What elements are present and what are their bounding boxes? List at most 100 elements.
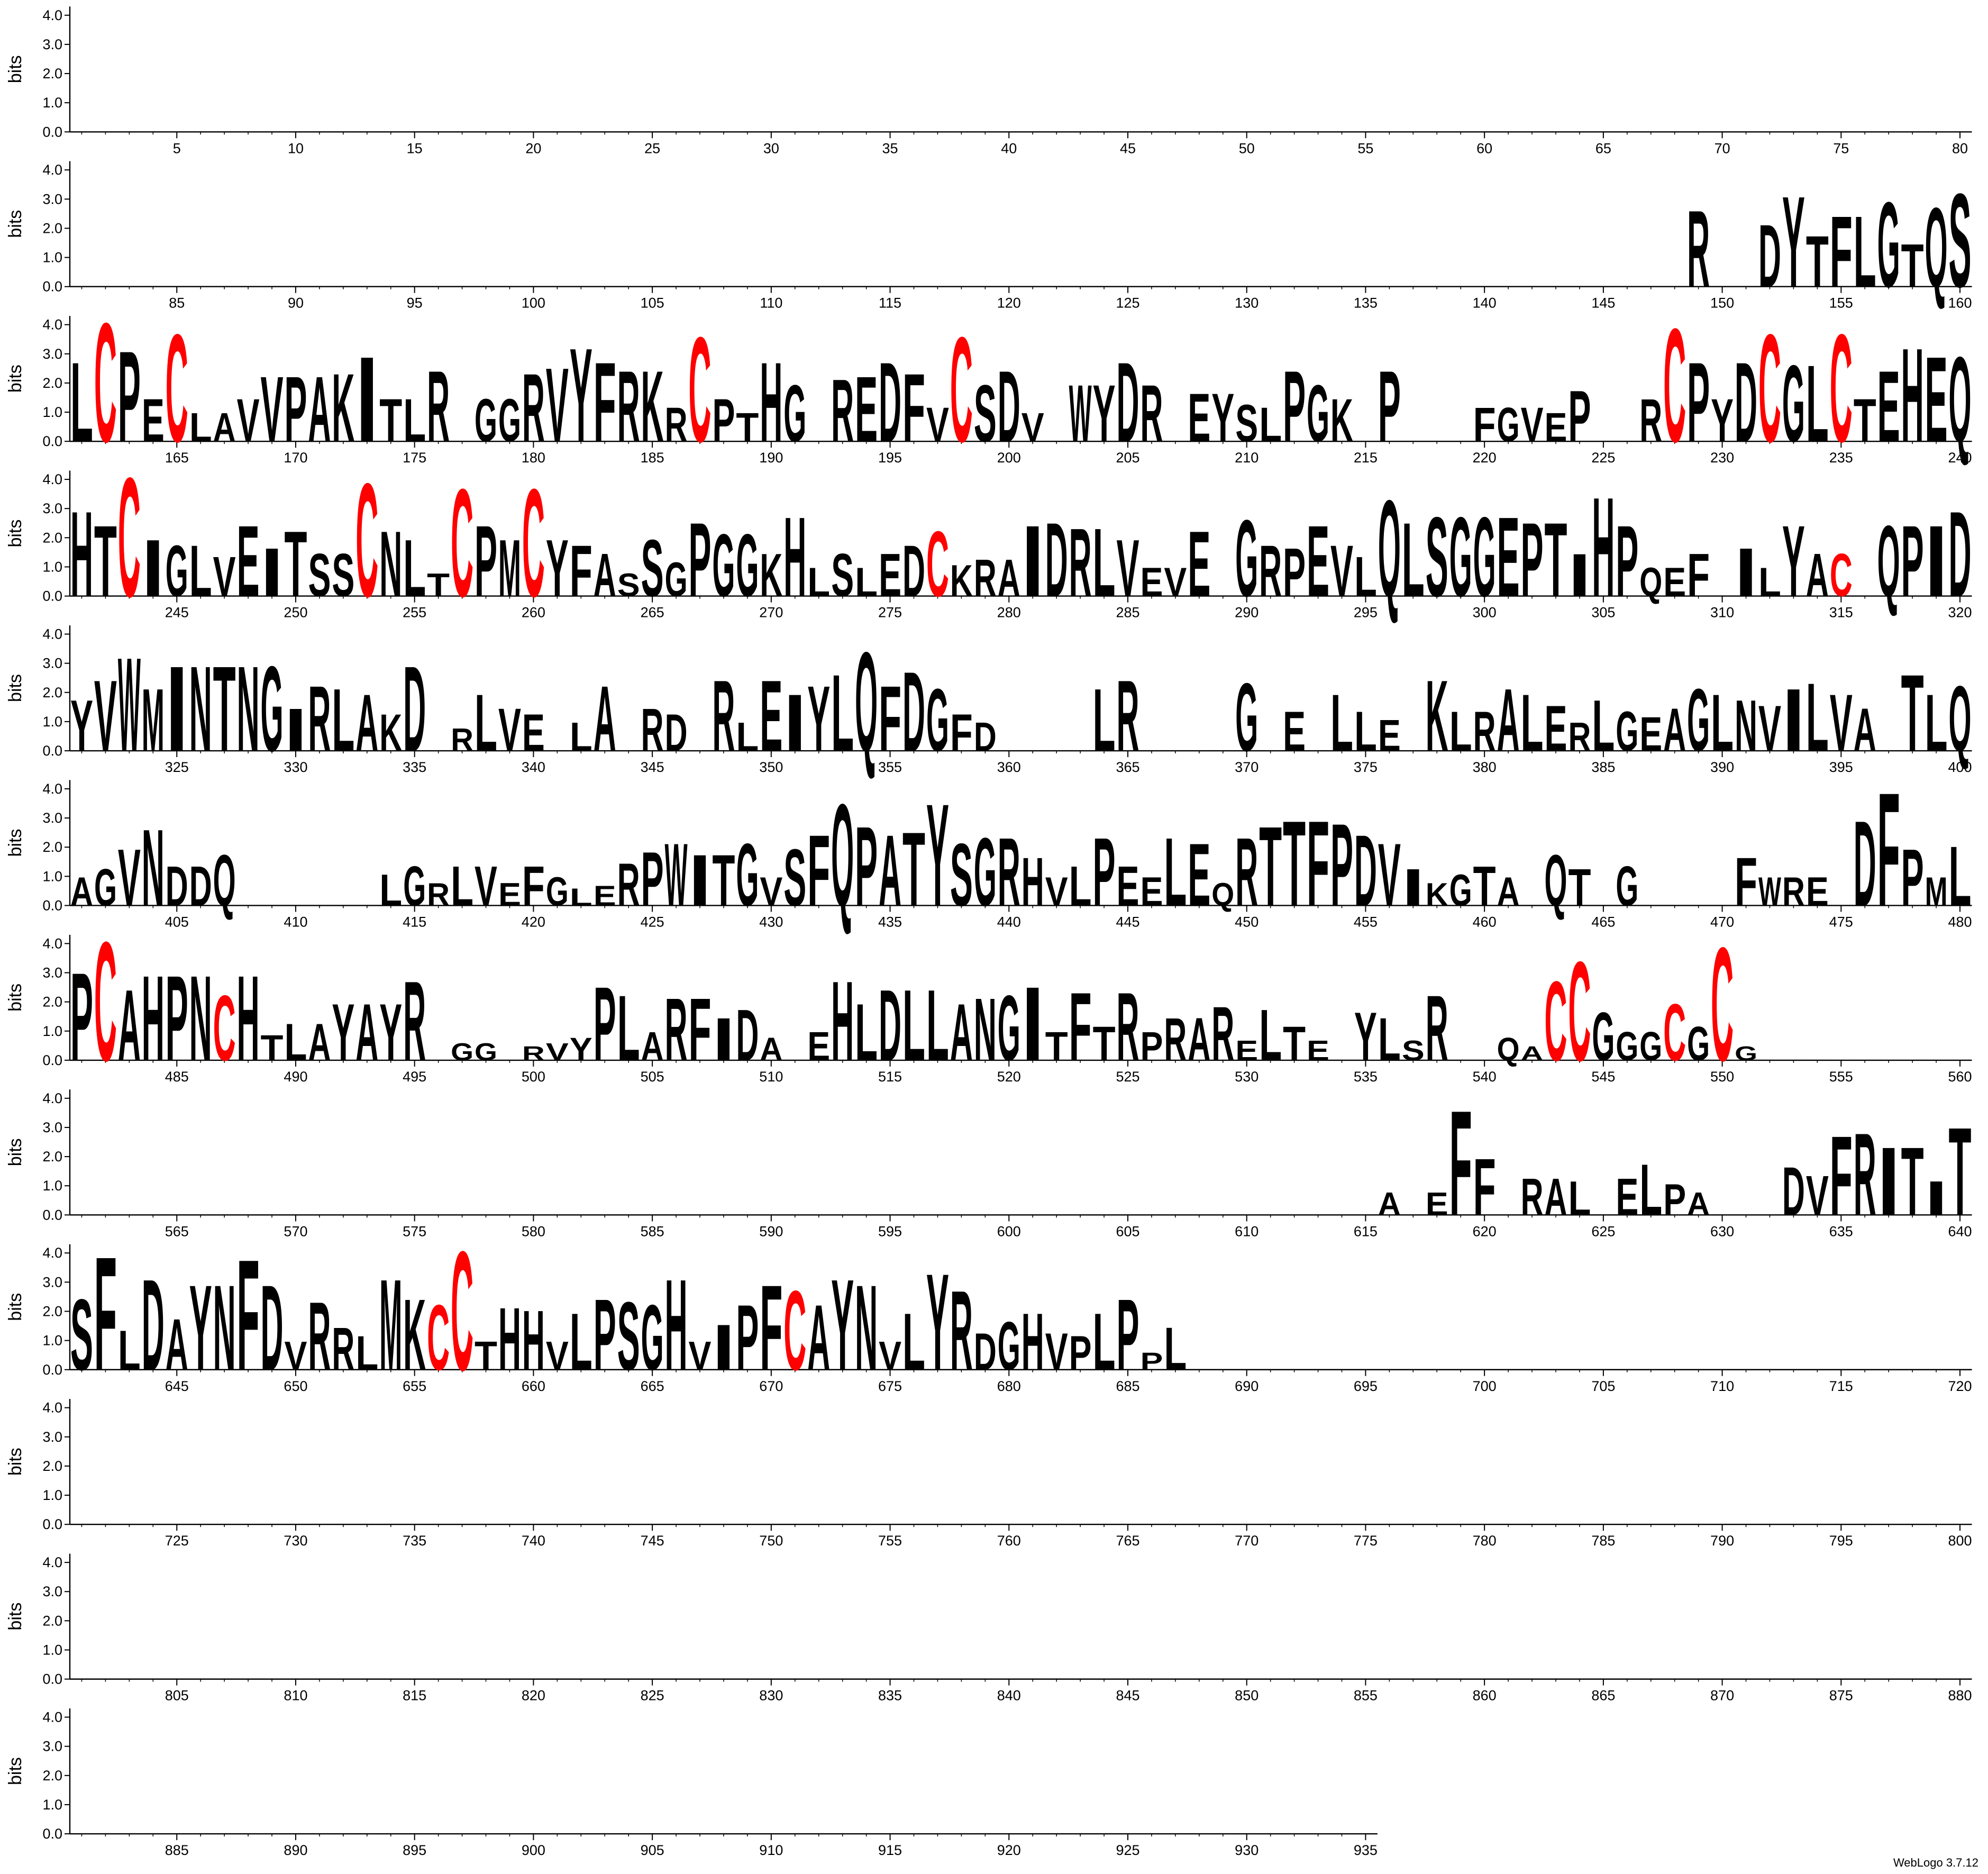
logo-letter: E	[855, 358, 878, 461]
logo-letter: R	[617, 851, 640, 918]
x-tick-label: 555	[1829, 1069, 1853, 1085]
logo-letter: L	[1592, 685, 1615, 767]
logo-letter: D	[1354, 814, 1377, 927]
logo-letter: V	[118, 832, 141, 923]
logo-letter: C	[427, 1286, 450, 1390]
logo-letter: Y	[1354, 998, 1377, 1075]
x-tick-label: 470	[1710, 914, 1734, 930]
logo-letter: G	[1235, 663, 1258, 771]
logo-letter: H	[831, 958, 854, 1085]
logo-letter: S	[1949, 166, 1972, 315]
logo-letter: R	[1211, 990, 1234, 1077]
logo-letter: R	[1426, 977, 1448, 1080]
logo-letter: R	[1473, 699, 1496, 763]
x-tick-label: 750	[759, 1533, 783, 1549]
x-tick-label: 730	[284, 1533, 307, 1549]
x-tick-label: 120	[997, 295, 1021, 311]
y-tick-label: 0.0	[42, 588, 62, 604]
logo-letter: L	[1402, 502, 1425, 619]
x-tick-label: 865	[1591, 1688, 1615, 1704]
x-tick-label: 225	[1591, 450, 1615, 466]
logo-letter: V	[926, 398, 949, 452]
logo-letter: R	[451, 722, 473, 758]
x-tick-label: 380	[1473, 759, 1497, 775]
logo-letter: K	[332, 353, 354, 462]
logo-letter: R	[427, 876, 450, 912]
x-tick-label: 780	[1473, 1533, 1497, 1549]
logo-letter: P	[118, 324, 141, 469]
logo-letter: L	[1639, 1149, 1662, 1231]
y-axis-label: bits	[5, 210, 25, 238]
logo-letter: K	[1330, 387, 1353, 454]
logo-letter: C	[355, 450, 378, 631]
logo-letter: R	[1235, 817, 1258, 926]
logo-letter: L	[926, 969, 949, 1082]
logo-letter: T	[261, 1027, 284, 1068]
logo-letter: E	[1117, 854, 1139, 917]
logo-letter: P	[1687, 339, 1710, 466]
y-tick-label: 4.0	[42, 1554, 62, 1570]
y-tick-label: 0.0	[42, 1207, 62, 1223]
logo-letter: H	[783, 494, 806, 621]
x-tick-label: 275	[878, 605, 902, 621]
logo-letter: G	[783, 368, 806, 459]
logo-letter: L	[1854, 195, 1876, 308]
logo-letter: K	[379, 704, 402, 762]
x-tick-label: 610	[1235, 1223, 1259, 1239]
logo-letter: L	[403, 523, 426, 614]
x-tick-label: 535	[1354, 1069, 1378, 1085]
logo-letter: C	[118, 443, 141, 633]
x-tick-label: 615	[1354, 1223, 1378, 1239]
logo-letter: G	[261, 641, 284, 777]
logo-letter: T	[1901, 1127, 1924, 1235]
logo-letter: D	[1854, 795, 1876, 931]
x-tick-label: 155	[1829, 295, 1853, 311]
x-tick-label: 420	[522, 914, 545, 930]
x-tick-label: 355	[878, 759, 902, 775]
logo-letter: P	[1069, 1326, 1092, 1380]
x-tick-label: 825	[641, 1688, 664, 1704]
logo-letter: P	[641, 835, 664, 922]
logo-letter: Y	[70, 685, 93, 767]
logo-letter: M	[142, 670, 165, 770]
logo-letter: F	[1473, 398, 1496, 452]
logo-letter: E	[1235, 1035, 1258, 1067]
logo-letter: V	[1378, 825, 1401, 924]
y-axis-label: bits	[5, 1138, 25, 1166]
x-tick-label: 125	[1116, 295, 1139, 311]
logo-letter: R	[1639, 387, 1662, 454]
logo-letter: V	[1758, 692, 1781, 765]
y-tick-label: 1.0	[42, 95, 62, 111]
logo-letter: C	[1758, 302, 1781, 474]
x-tick-label: 265	[641, 605, 664, 621]
x-tick-label: 465	[1591, 914, 1615, 930]
logo-letter: D	[879, 969, 901, 1082]
logo-letter: E	[1307, 1035, 1329, 1067]
y-tick-label: 4.0	[42, 317, 62, 333]
x-tick-label: 870	[1710, 1688, 1734, 1704]
x-tick-label: 830	[759, 1688, 783, 1704]
y-axis-label: bits	[5, 1293, 25, 1321]
x-tick-label: 115	[879, 295, 901, 311]
logo-letter: F	[1307, 795, 1329, 931]
logo-letter: T	[1283, 795, 1306, 931]
logo-letter: L	[451, 854, 473, 917]
logo-letter: D	[736, 995, 759, 1076]
x-tick-label: 85	[169, 295, 185, 311]
logo-letter: D	[879, 339, 901, 466]
logo-letter: A	[879, 814, 901, 927]
logo-letter: G	[1307, 368, 1329, 459]
logo-letter: T	[284, 513, 307, 616]
logo-letter: V	[213, 545, 236, 608]
logo-letter: Q	[1545, 840, 1567, 921]
x-tick-label: 885	[165, 1842, 189, 1858]
y-tick-label: 1.0	[42, 404, 62, 420]
logo-letter: V	[475, 854, 497, 917]
x-tick-label: 20	[525, 140, 541, 156]
x-tick-label: 690	[1235, 1378, 1259, 1394]
x-tick-label: 710	[1710, 1378, 1734, 1394]
logo-letter: S	[617, 1282, 640, 1390]
x-tick-label: 425	[641, 914, 664, 930]
logo-letter: R	[641, 696, 664, 764]
logo-letter: L	[1330, 678, 1353, 768]
